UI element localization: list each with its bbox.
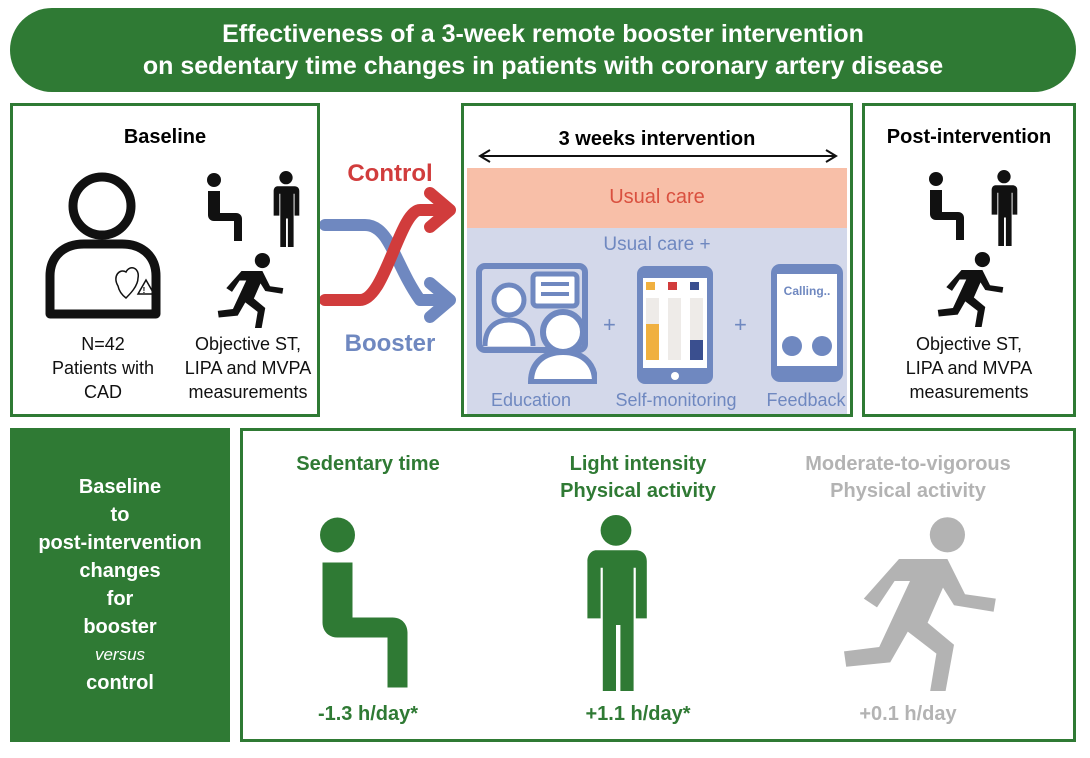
- title-line-2: on sedentary time changes in patients wi…: [142, 52, 944, 80]
- side-label-line: post-intervention: [38, 532, 202, 554]
- title-line-1: Effectiveness of a 3-week remote booster…: [222, 20, 864, 48]
- patients-condition: CAD: [83, 382, 122, 402]
- side-label-line: control: [86, 672, 154, 694]
- mvpa-title: Moderate-to-vigorous Physical activity: [773, 451, 1043, 505]
- post-title: Post-intervention: [886, 126, 1052, 148]
- result-title: Physical activity: [830, 480, 986, 502]
- measure-line-3: measurements: [909, 382, 1029, 402]
- sitting-person-icon: [927, 170, 967, 242]
- usual-care-plus-label: Usual care +: [603, 234, 711, 255]
- sitting-person-icon: [315, 515, 415, 690]
- post-intervention-panel: Post-intervention Objective ST, LIPA and…: [862, 103, 1076, 417]
- side-label-line: to: [110, 504, 130, 526]
- light-activity-title: Light intensity Physical activity: [513, 451, 763, 505]
- randomization-arrows: [320, 187, 456, 323]
- measure-line-1: Objective ST,: [915, 334, 1023, 354]
- usual-care-label: Usual care: [609, 186, 705, 208]
- standing-person-icon: [583, 515, 649, 691]
- standing-person-icon: [989, 170, 1019, 246]
- self-monitoring-phone-icon: [637, 266, 713, 384]
- result-title: Physical activity: [560, 480, 716, 502]
- side-label-versus: versus: [94, 645, 146, 664]
- baseline-title: Baseline: [123, 126, 207, 148]
- running-person-icon: [833, 515, 1009, 691]
- education-icon: [476, 263, 597, 384]
- light-activity-change-value: +1.1 h/day*: [585, 703, 691, 725]
- side-label-line: booster: [83, 616, 157, 638]
- feedback-label: Feedback: [766, 390, 846, 410]
- results-side-label: Baseline to post-intervention changes fo…: [10, 428, 230, 742]
- control-label: Control: [347, 160, 433, 187]
- phone-call-icon: [782, 336, 802, 356]
- patients-count: N=42: [81, 334, 125, 354]
- baseline-panel: Baseline ! N=42 Patients with CAD Object…: [10, 103, 320, 417]
- result-title: Moderate-to-vigorous: [805, 453, 1011, 475]
- side-label-line: changes: [79, 560, 161, 582]
- plus-sign-1: +: [603, 312, 616, 337]
- phone-call-icon: [812, 336, 832, 356]
- education-label: Education: [490, 390, 572, 410]
- standing-person-icon: [271, 171, 301, 247]
- result-title: Light intensity: [569, 453, 707, 475]
- self-monitoring-label: Self-monitoring: [615, 390, 737, 410]
- result-title: Sedentary time: [296, 453, 440, 475]
- usual-care-band: Usual care: [467, 168, 847, 228]
- calling-text: Calling..: [783, 284, 831, 298]
- feedback-phone-icon: Calling..: [771, 264, 843, 382]
- side-label-line: Baseline: [78, 476, 162, 498]
- header-banner: Effectiveness of a 3-week remote booster…: [10, 8, 1076, 92]
- plus-sign-2: +: [734, 312, 747, 337]
- measure-line-3: measurements: [188, 382, 308, 402]
- booster-band: Usual care + + +: [467, 228, 847, 414]
- sedentary-change-value: -1.3 h/day*: [317, 703, 419, 725]
- sitting-person-icon: [205, 171, 245, 243]
- patient-heart-icon: !: [45, 172, 161, 319]
- duration-arrow: [478, 149, 838, 163]
- side-label-line: for: [106, 588, 134, 610]
- measure-line-2: LIPA and MVPA: [184, 358, 312, 378]
- intervention-title: 3 weeks intervention: [558, 128, 756, 150]
- intervention-panel: 3 weeks intervention Usual care Usual ca…: [461, 103, 853, 417]
- booster-label: Booster: [344, 330, 436, 357]
- measure-line-1: Objective ST,: [194, 334, 302, 354]
- running-person-icon: [933, 251, 1009, 327]
- mvpa-change-value: +0.1 h/day: [859, 703, 957, 725]
- running-person-icon: [213, 252, 289, 328]
- control-arrow: [320, 187, 456, 306]
- patients-label: Patients with: [51, 358, 155, 378]
- results-panel: Sedentary time -1.3 h/day* Light intensi…: [240, 428, 1076, 742]
- measure-line-2: LIPA and MVPA: [905, 358, 1033, 378]
- sedentary-title: Sedentary time: [253, 451, 483, 478]
- svg-text:!: !: [143, 286, 146, 295]
